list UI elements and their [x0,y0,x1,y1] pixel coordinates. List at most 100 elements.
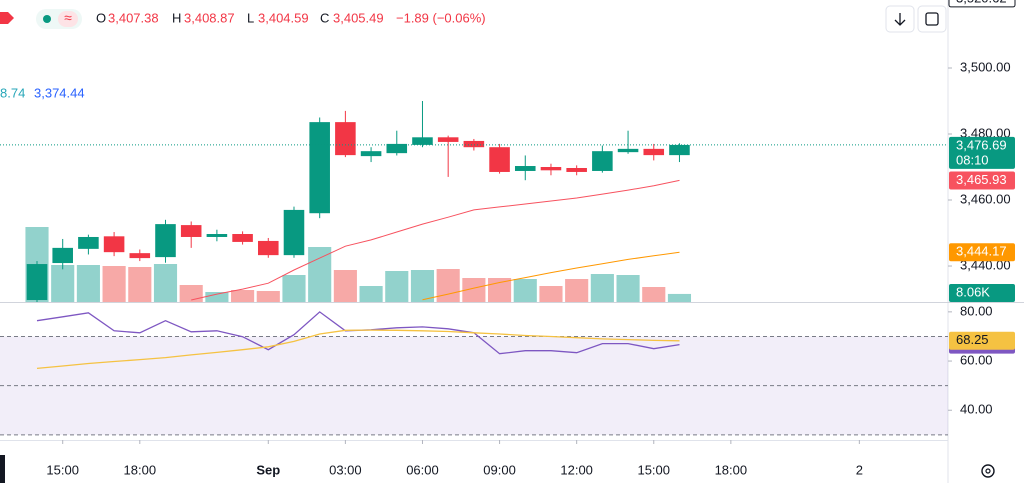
settings-button[interactable] [981,464,995,478]
volume-bar [51,265,75,302]
candle-body [180,225,202,237]
ma-line [191,179,680,301]
close-value: 3,405.49 [333,10,384,25]
volume-bar [205,292,229,302]
x-tick-label: 09:00 [483,462,516,477]
ma-badge-bg [949,171,1015,190]
candle-body [540,167,562,171]
volume-badge-bg [949,284,1015,302]
rsi-badge: 68.25 [956,332,989,347]
high-value: 3,408.87 [184,10,235,25]
candle-body [335,122,356,156]
screen-icon [925,12,939,26]
candle-body [437,137,459,142]
candle-body [103,236,125,253]
candle-body [258,240,279,256]
arrow-icon [894,13,906,26]
candle-body [155,224,176,258]
settings-icon [985,468,991,474]
fullscreen-button[interactable] [917,5,947,33]
volume-bar [565,279,589,302]
high-marker-bg [948,0,1016,8]
volume-bar [385,271,409,302]
candle-body [52,247,73,264]
ma-badge: 3,465.93 [956,172,1007,187]
price-pane [25,100,692,302]
volume-bar [513,279,537,302]
volume-bar [308,247,332,302]
volume-bar [76,265,100,302]
candle-body [283,209,305,256]
candle-body [514,166,536,171]
rsi-band [0,336,948,435]
close-label: C [320,10,329,25]
candle-body [592,151,613,171]
low-label: L [247,10,254,25]
volume-badge: 8.06K [956,284,990,299]
volume-bar [102,266,126,302]
volume-bar [359,286,383,302]
volume-bar [153,264,178,302]
candle-body [669,144,690,156]
candle-body [412,137,433,145]
x-tick-label: 15:00 [637,462,670,477]
delay-icon-bg [58,11,78,27]
left-edge [0,455,5,483]
y-tick-label: 3,460.00 [960,191,1011,206]
y-tick-label: 80.00 [960,303,993,318]
plot-layer [0,100,948,436]
open-label: O [96,10,106,25]
candle-body [643,148,665,156]
x-tick-label: 18:00 [715,462,748,477]
ma-badge: 3,444.17 [956,244,1007,259]
volume-bar [436,269,460,302]
volume-bar [128,267,152,302]
x-tick-label: 03:00 [329,462,362,477]
candle-body [129,253,151,259]
volume-bar [231,290,255,302]
volume-bar [667,293,692,302]
candle-body [463,140,485,148]
volume-bar [539,286,563,302]
x-tick-label: 12:00 [560,462,593,477]
high-marker: 3,520.62 [956,0,1007,5]
x-tick-label: 2 [856,462,863,477]
candle-body [566,167,587,172]
candle-body [206,234,228,237]
volume-bar [590,274,614,302]
volume-bar [256,291,280,302]
candle-body [78,236,99,249]
candle-body [489,147,510,172]
candle-body [386,143,408,154]
status-dot[interactable] [43,15,51,23]
volume-bar [642,287,666,302]
y-tick-label: 40.00 [960,402,993,417]
volume-bar [616,275,640,302]
ma-line [422,251,680,301]
rsi-pane [0,311,948,436]
volume-bar [462,278,486,302]
high-label: H [172,10,181,25]
last-price-badge-sub: 08:10 [956,152,989,167]
candle-body [232,234,253,242]
change-value: −1.89 (−0.06%) [396,10,486,25]
x-tick-label: 15:00 [46,462,79,477]
low-value: 3,404.59 [258,10,309,25]
indicator-value: 8.74 [0,85,25,100]
rsi-line [36,329,680,370]
volume-bar [333,270,357,302]
volume-bar [179,285,203,302]
y-tick-label: 60.00 [960,352,993,367]
delay-icon[interactable]: ≈ [64,10,72,26]
candle-body [309,122,330,214]
open-value: 3,407.38 [108,10,159,25]
volume-bar [410,270,435,302]
flag-icon [0,12,14,24]
y-tick-label: 3,500.00 [960,59,1011,74]
rsi-badge-bg [949,331,1015,350]
last-price-badge: 3,476.69 [956,137,1007,152]
candle-body [617,148,639,153]
last-price-badge-bg [949,136,1015,169]
